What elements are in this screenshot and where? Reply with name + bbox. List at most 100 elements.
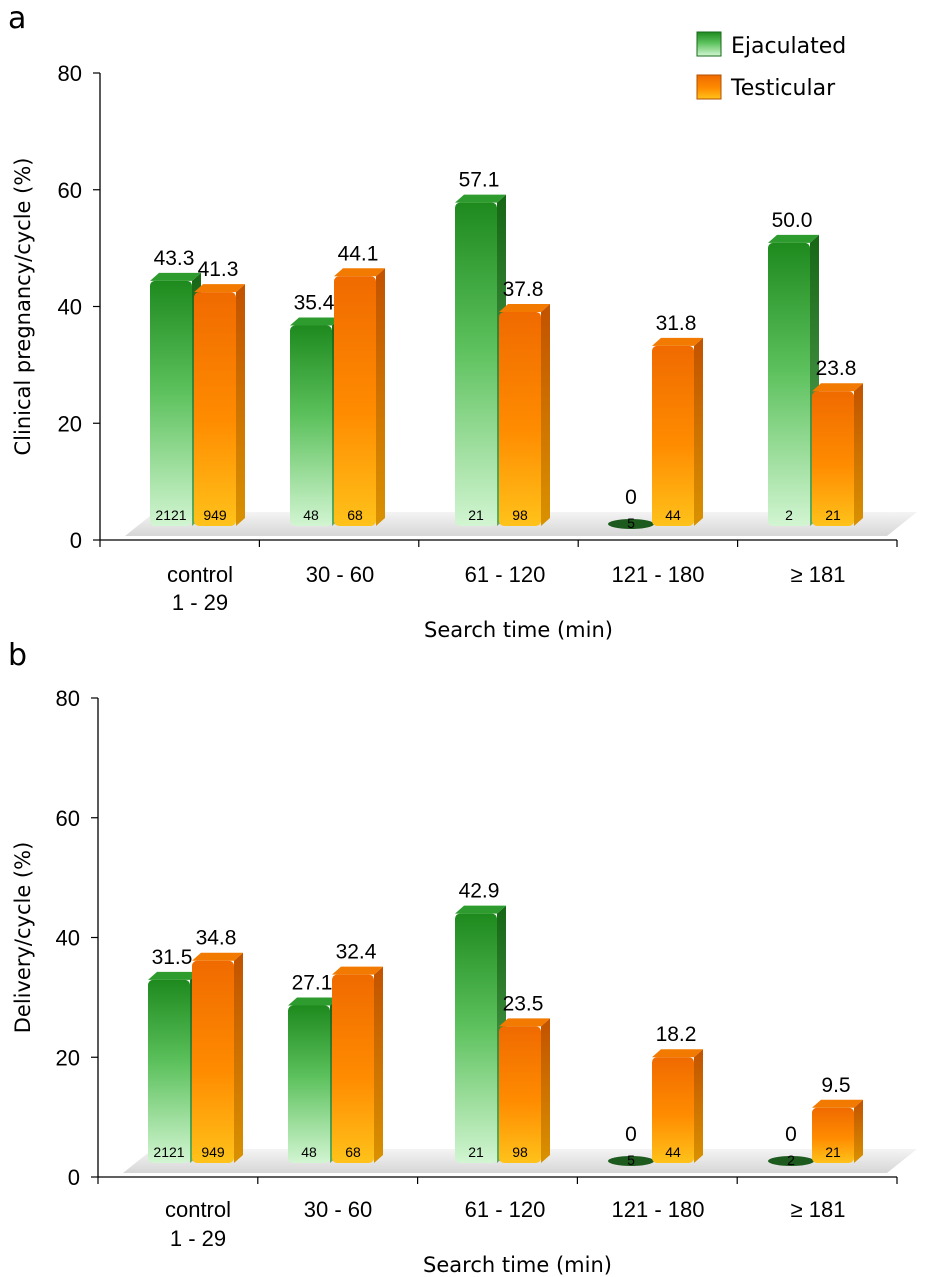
panel-letter-b: b bbox=[8, 638, 27, 673]
bar-value-label: 0 bbox=[785, 1123, 797, 1146]
bar-testicular: 98 23.5 bbox=[499, 992, 550, 1163]
bar-value-label: 50.0 bbox=[772, 209, 813, 232]
bar-n-label: 98 bbox=[512, 1144, 528, 1160]
bar-testicular: 949 34.8 bbox=[192, 927, 243, 1163]
x-tick-label: 121 - 180 bbox=[612, 562, 705, 587]
y-tick-label: 40 bbox=[58, 295, 82, 320]
bar-top bbox=[334, 268, 385, 277]
bar-front bbox=[192, 960, 234, 1163]
legend: Ejaculated Testicular bbox=[696, 31, 846, 101]
bar-front bbox=[812, 391, 854, 526]
bar-top bbox=[652, 1049, 703, 1058]
bar-top bbox=[332, 966, 383, 975]
bar-n-label: 21 bbox=[468, 507, 484, 523]
bar-top bbox=[288, 997, 339, 1006]
bar-n-label: 68 bbox=[345, 1144, 361, 1160]
bar-value-label: 9.5 bbox=[821, 1074, 850, 1097]
bar-n-label: 48 bbox=[301, 1144, 317, 1160]
bar-testicular: 98 37.8 bbox=[499, 278, 550, 526]
bar-front bbox=[332, 974, 374, 1163]
bar-n-label: 48 bbox=[303, 507, 319, 523]
bar-front bbox=[768, 242, 810, 526]
bar-side bbox=[854, 383, 863, 526]
bar-n-label: 21 bbox=[825, 507, 841, 523]
bar-value-label: 57.1 bbox=[459, 169, 500, 192]
bar-value-label: 44.1 bbox=[338, 242, 379, 265]
bar-top bbox=[194, 284, 245, 293]
y-tick-label: 60 bbox=[56, 806, 80, 831]
y-tick-label: 20 bbox=[56, 1045, 80, 1070]
legend-label-testicular: Testicular bbox=[730, 76, 836, 101]
bar-value-label: 18.2 bbox=[656, 1023, 697, 1046]
bar-top bbox=[812, 383, 863, 392]
bar-n-label: 2 bbox=[785, 507, 793, 523]
bar-ejaculated: 48 27.1 bbox=[288, 971, 339, 1163]
legend-swatch-testicular bbox=[696, 74, 722, 100]
x-tick-label: 30 - 60 bbox=[304, 1197, 373, 1222]
bar-ejaculated: 48 35.4 bbox=[290, 292, 341, 526]
bar-top bbox=[290, 317, 341, 326]
bar-front bbox=[455, 202, 497, 526]
bar-front bbox=[455, 913, 497, 1163]
bar-top bbox=[499, 303, 550, 312]
bar-top bbox=[768, 234, 819, 243]
bar-zero-disk bbox=[608, 1156, 654, 1166]
bar-ejaculated: 2121 43.3 bbox=[150, 247, 201, 526]
legend-label-ejaculated: Ejaculated bbox=[731, 34, 846, 59]
bar-testicular: 68 44.1 bbox=[334, 242, 385, 526]
x-tick-label: 121 - 180 bbox=[612, 1197, 705, 1222]
bar-value-label: 27.1 bbox=[292, 971, 333, 994]
x-tick-label: control bbox=[165, 1197, 231, 1222]
bar-top bbox=[499, 1018, 550, 1027]
bar-side bbox=[854, 1099, 863, 1163]
bar-value-label: 35.4 bbox=[294, 292, 335, 315]
bar-testicular: 949 41.3 bbox=[194, 258, 245, 526]
bar-n-label: 98 bbox=[512, 507, 528, 523]
bar-value-label: 0 bbox=[625, 486, 637, 509]
bar-value-label: 32.4 bbox=[336, 941, 377, 964]
y-tick-label: 40 bbox=[56, 926, 80, 951]
bar-ejaculated: 21 57.1 bbox=[455, 169, 506, 526]
y-tick-label: 60 bbox=[58, 178, 82, 203]
bar-testicular: 44 18.2 bbox=[652, 1023, 703, 1163]
bar-side bbox=[541, 1018, 550, 1163]
x-tick-label: control bbox=[167, 562, 233, 587]
bar-n-label: 44 bbox=[665, 507, 681, 523]
bar-value-label: 31.5 bbox=[152, 946, 193, 969]
bar-side bbox=[541, 303, 550, 526]
legend-item-ejaculated: Ejaculated bbox=[696, 31, 846, 59]
x-tick-label: 61 - 120 bbox=[465, 562, 546, 587]
y-axis-title: Delivery/cycle (%) bbox=[11, 842, 35, 1034]
bar-top bbox=[192, 952, 243, 961]
legend-item-testicular: Testicular bbox=[696, 74, 836, 101]
bar-n-label: 5 bbox=[627, 1152, 635, 1168]
x-tick-label: 30 - 60 bbox=[306, 562, 375, 587]
bar-value-label: 42.9 bbox=[459, 880, 500, 903]
bar-n-label: 2 bbox=[787, 1152, 795, 1168]
bar-front bbox=[499, 1026, 541, 1163]
bar-front bbox=[334, 276, 376, 526]
bar-front bbox=[148, 979, 190, 1163]
bar-front bbox=[194, 292, 236, 526]
bar-top bbox=[652, 337, 703, 346]
bar-n-label: 949 bbox=[201, 1144, 225, 1160]
bar-top bbox=[812, 1099, 863, 1108]
bar-n-label: 44 bbox=[665, 1144, 681, 1160]
bar-side bbox=[234, 952, 243, 1163]
bar-value-label: 41.3 bbox=[198, 258, 239, 281]
bar-top bbox=[455, 194, 506, 203]
bar-zero-disk bbox=[768, 1156, 814, 1166]
x-axis-title: Search time (min) bbox=[423, 1253, 612, 1277]
bar-ejaculated: 2121 31.5 bbox=[148, 946, 199, 1163]
bar-side bbox=[236, 284, 245, 526]
bar-ejaculated: 250.0 bbox=[768, 209, 819, 526]
bar-n-label: 2121 bbox=[155, 507, 186, 523]
bar-value-label: 37.8 bbox=[503, 278, 544, 301]
bar-front bbox=[290, 325, 332, 526]
bar-front bbox=[812, 1107, 854, 1163]
bar-value-label: 23.8 bbox=[816, 357, 857, 380]
bar-value-label: 23.5 bbox=[503, 992, 544, 1015]
x-tick-label: 1 - 29 bbox=[172, 590, 228, 615]
bar-ejaculated: 21 42.9 bbox=[455, 880, 506, 1163]
